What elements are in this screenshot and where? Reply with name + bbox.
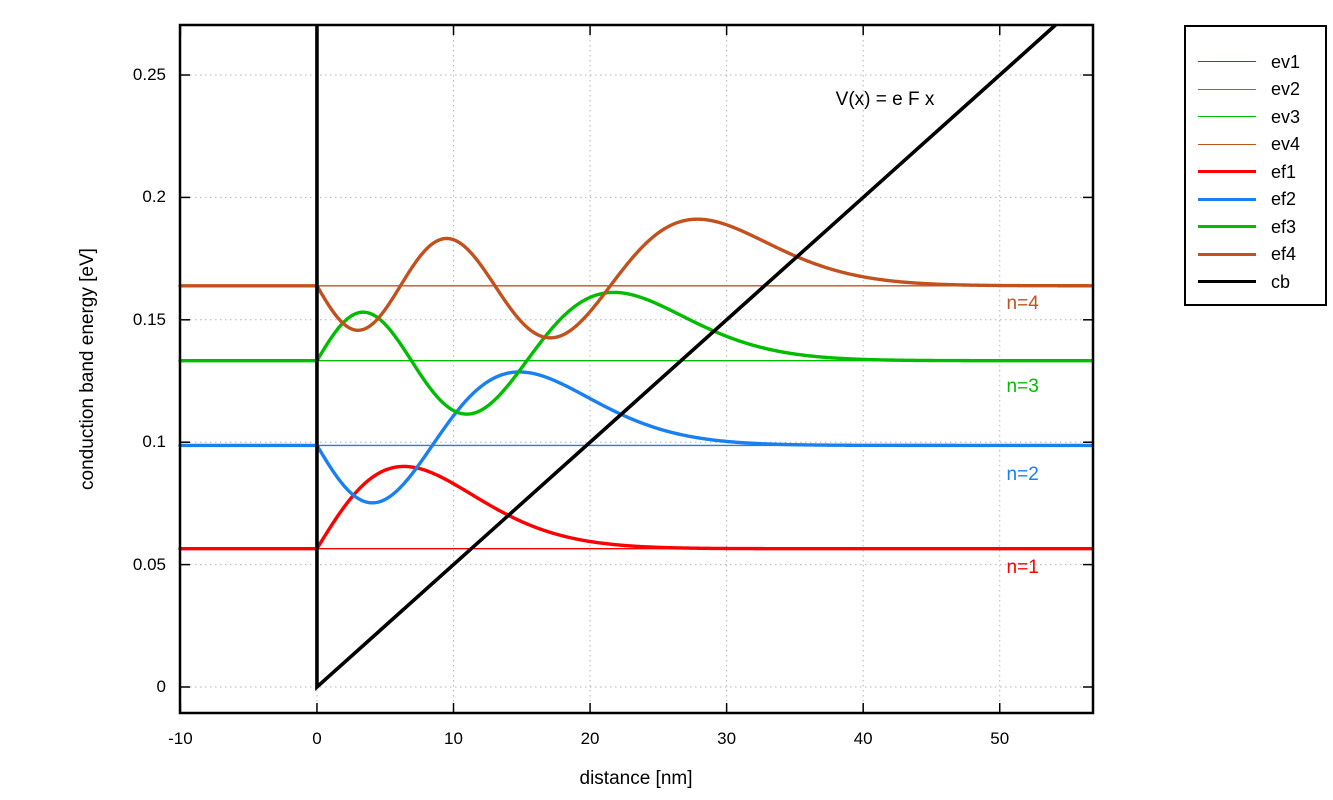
legend-line-sample — [1198, 252, 1256, 256]
x-tick-label: 40 — [853, 729, 873, 748]
legend-entry-ef1: ef1 — [1186, 158, 1325, 186]
x-tick-label: 20 — [580, 729, 600, 748]
legend-line-sample — [1198, 280, 1256, 284]
level-label-n4: n=4 — [1006, 292, 1039, 314]
series-ef3 — [178, 290, 1095, 416]
y-tick-label: 0.2 — [142, 187, 166, 207]
legend-entry-ev1: ev1 — [1186, 48, 1325, 76]
legend-entry-cb: cb — [1186, 268, 1325, 296]
y-axis-label-text: conduction band energy [eV] — [77, 248, 98, 490]
level-label-n1: n=1 — [1006, 557, 1039, 579]
x-tick-label: 0 — [312, 729, 322, 748]
legend-label: ef2 — [1271, 189, 1297, 210]
legend-label: cb — [1271, 271, 1291, 292]
series-ef4 — [178, 217, 1095, 340]
legend-label: ef1 — [1271, 161, 1297, 182]
legend-label: ef3 — [1271, 216, 1297, 237]
legend-label: ev1 — [1271, 51, 1301, 72]
legend-line-sample — [1198, 197, 1256, 201]
legend-box: ev1 ev2 ev3 ev4 ef1 ef2 ef3 ef4 cb — [1184, 25, 1327, 306]
legend-label: ev4 — [1271, 134, 1301, 155]
legend-label: ef4 — [1271, 244, 1297, 265]
legend-label: ev2 — [1271, 79, 1301, 100]
series-ef1 — [178, 464, 1095, 551]
legend-line-sample — [1198, 143, 1256, 145]
x-tick-label: 10 — [444, 729, 463, 748]
x-axis-label: distance [nm] — [580, 768, 693, 790]
y-tick-label: 0.1 — [142, 432, 166, 452]
plot-border — [178, 23, 1095, 715]
level-label-n2: n=2 — [1006, 464, 1039, 485]
legend-entry-ef3: ef3 — [1186, 213, 1325, 241]
legend-entry-ef4: ef4 — [1186, 241, 1325, 269]
y-tick-label: 0 — [156, 677, 166, 696]
legend-line-sample — [1198, 61, 1256, 63]
y-axis-label: conduction band energy [eV] — [77, 248, 99, 490]
potential-formula: V(x) = e F x — [835, 88, 935, 110]
legend-entry-ev2: ev2 — [1186, 76, 1325, 104]
series-cb — [315, 23, 1057, 692]
x-axis-label-text: distance [nm] — [579, 768, 693, 789]
x-tick-label: -10 — [168, 729, 193, 748]
legend-line-sample — [1198, 225, 1256, 229]
legend-line-sample — [1198, 170, 1256, 174]
x-tick-label: 50 — [990, 729, 1010, 748]
y-tick-label: 0.15 — [132, 309, 166, 329]
y-tick-label: 0.25 — [132, 65, 166, 84]
legend-entry-ev3: ev3 — [1186, 103, 1325, 131]
legend-line-sample — [1198, 88, 1256, 90]
legend-entry-ef2: ef2 — [1186, 186, 1325, 214]
x-tick-label: 30 — [717, 729, 737, 748]
legend-line-sample — [1198, 116, 1256, 118]
y-tick-label: 0.05 — [132, 554, 166, 574]
legend-entry-ev4: ev4 — [1186, 131, 1325, 159]
series-ef2 — [178, 370, 1095, 505]
level-label-n3: n=3 — [1006, 376, 1039, 398]
legend-label: ev3 — [1271, 106, 1301, 127]
